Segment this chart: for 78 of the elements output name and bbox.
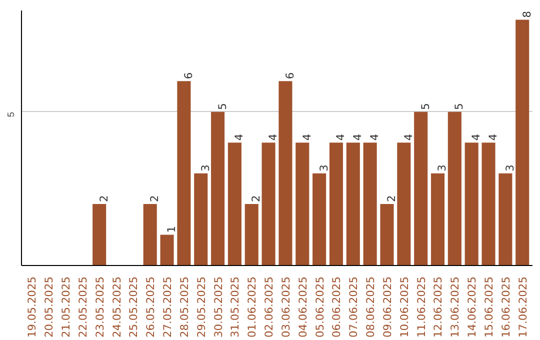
x-tick-label: 02.06.2025 [262, 276, 276, 338]
data-label: 2 [148, 195, 162, 202]
data-label: 4 [300, 134, 314, 141]
x-tick-label: 10.06.2025 [398, 276, 411, 338]
bar [194, 173, 208, 266]
bar [346, 142, 360, 266]
data-label: 5 [216, 103, 229, 110]
data-label: 3 [436, 164, 449, 172]
data-label: 4 [402, 134, 415, 141]
data-label: 2 [97, 195, 110, 202]
x-tick-label: 30.05.2025 [212, 276, 225, 338]
bar [380, 204, 394, 266]
x-tick-label: 22.05.2025 [76, 276, 90, 338]
x-tick-label: 16.06.2025 [499, 276, 512, 338]
bar [244, 204, 258, 266]
x-tick-label: 14.06.2025 [466, 276, 479, 338]
bar [177, 81, 191, 266]
data-label: 6 [182, 72, 195, 80]
bar [464, 142, 478, 266]
x-tick-label: 09.06.2025 [380, 276, 394, 338]
bar [143, 204, 157, 266]
data-label: 4 [232, 134, 246, 141]
data-label: 4 [486, 134, 500, 141]
x-tick-label: 04.06.2025 [296, 276, 310, 338]
bar [430, 173, 445, 266]
data-label: 8 [520, 10, 534, 18]
data-label: 4 [368, 134, 382, 141]
bar [278, 81, 292, 266]
data-label: 2 [250, 195, 263, 202]
bar [498, 173, 512, 266]
x-tick-label: 03.06.2025 [279, 276, 292, 338]
bar [329, 142, 343, 266]
bar [228, 142, 242, 266]
bar [448, 112, 462, 266]
x-tick-label: 27.05.2025 [161, 276, 174, 338]
x-tick-label: 29.05.2025 [194, 276, 208, 338]
bar [397, 142, 411, 266]
x-tick-label: 17.06.2025 [516, 276, 530, 338]
x-tick-label: 12.06.2025 [432, 276, 445, 338]
data-label: 3 [317, 164, 330, 172]
x-tick-label: 15.06.2025 [482, 276, 496, 338]
x-tick-label: 08.06.2025 [364, 276, 378, 338]
bar [92, 204, 106, 266]
bar [482, 142, 496, 266]
x-tick-label: 21.05.2025 [59, 276, 72, 338]
x-tick-label: 25.05.2025 [127, 276, 140, 338]
bar [516, 20, 530, 266]
x-tick-label: 24.05.2025 [110, 276, 124, 338]
x-tick-label: 05.06.2025 [313, 276, 326, 338]
bar [160, 234, 174, 266]
data-label: 3 [503, 164, 516, 172]
data-label: 5 [452, 103, 466, 110]
data-label: 4 [351, 134, 364, 141]
bar [296, 142, 310, 266]
x-tick-label: 11.06.2025 [414, 276, 428, 338]
x-tick-label: 23.05.2025 [93, 276, 106, 338]
data-label: 3 [198, 164, 212, 172]
x-tick-label: 01.06.2025 [246, 276, 259, 338]
bar [312, 173, 326, 266]
data-label: 6 [283, 72, 296, 80]
bar [262, 142, 276, 266]
data-label: 2 [384, 195, 398, 202]
bar [414, 112, 428, 266]
data-label: 5 [418, 103, 432, 110]
bar [363, 142, 377, 266]
x-tick-label: 31.05.2025 [228, 276, 242, 338]
data-label: 4 [266, 134, 280, 141]
x-tick-label: 28.05.2025 [178, 276, 191, 338]
data-label: 4 [470, 134, 483, 141]
x-tick-label: 06.06.2025 [330, 276, 344, 338]
x-tick-label: 20.05.2025 [42, 276, 56, 338]
x-tick-label: 19.05.2025 [26, 276, 39, 338]
bar [211, 112, 225, 266]
x-tick-label: 26.05.2025 [144, 276, 158, 338]
data-label: 1 [165, 226, 178, 233]
x-tick-label: 07.06.2025 [347, 276, 360, 338]
x-tick-label: 13.06.2025 [448, 276, 462, 338]
data-label: 4 [334, 134, 348, 141]
